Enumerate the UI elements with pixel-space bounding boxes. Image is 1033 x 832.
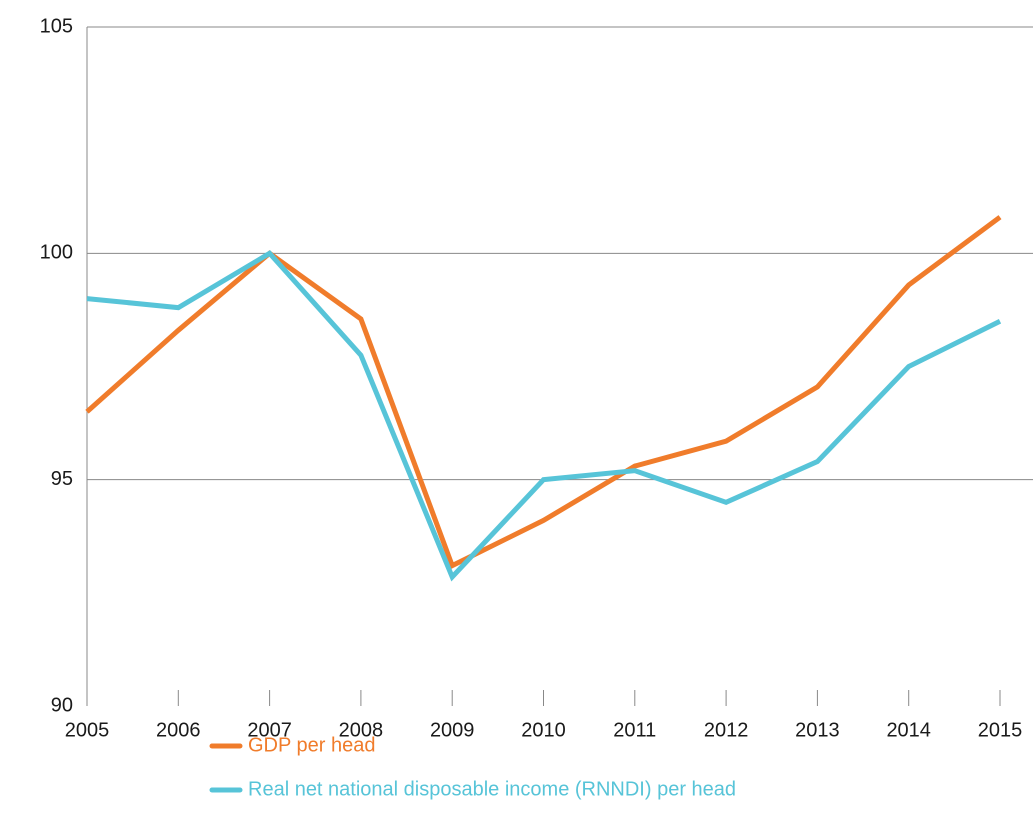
legend-label: Real net national disposable income (RNN… [248, 778, 736, 800]
x-tick-label: 2006 [156, 719, 201, 741]
line [86, 250, 1002, 582]
x-tick-label: 2012 [704, 719, 749, 741]
x-tick-label: 2010 [521, 719, 566, 741]
y-tick-label: 90 [51, 694, 73, 716]
x-tick-label: 2015 [978, 719, 1023, 741]
x-tick-label: 2014 [886, 719, 931, 741]
y-tick-label: 100 [40, 242, 73, 264]
line [85, 215, 1002, 570]
x-tick-label: 2011 [613, 719, 656, 741]
x-tick-label: 2007 [247, 719, 292, 741]
x-tick-label: 2008 [339, 719, 384, 741]
x-tick-label: 2013 [795, 719, 840, 741]
x-tick-label: 2005 [65, 719, 110, 741]
y-tick-label: 105 [40, 15, 73, 37]
y-tick-label: 95 [51, 468, 73, 490]
x-tick-label: 2009 [430, 719, 475, 741]
legend-label: GDP per head [248, 734, 376, 756]
